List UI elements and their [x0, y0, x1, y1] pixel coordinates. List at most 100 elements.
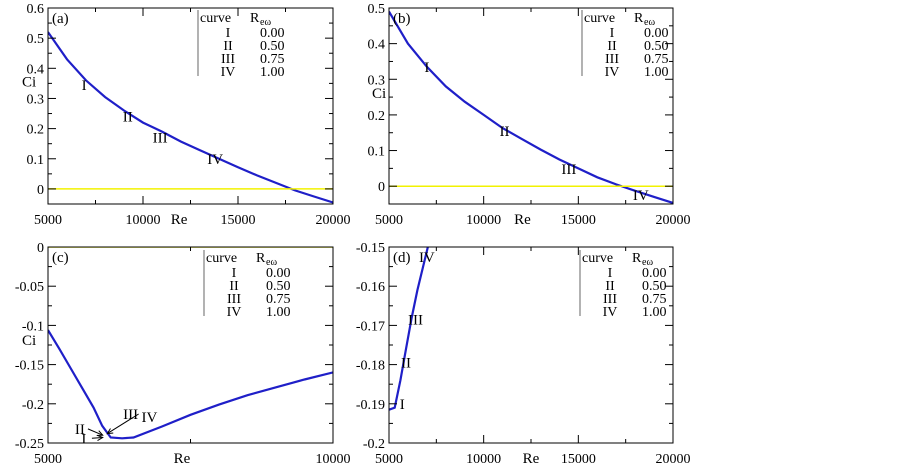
- y-tick-label: -0.2: [22, 398, 44, 413]
- legend-header-curve: curve: [200, 11, 231, 26]
- legend-row-value: 1.00: [642, 305, 667, 320]
- panel-label: (b): [393, 11, 411, 27]
- panel-4: 5000 10000 15000 20000 -0.2 -0.19 -0.18 -0.17 -0…: [356, 241, 691, 467]
- curve-annotation: I: [81, 431, 86, 447]
- series-line: [48, 329, 333, 440]
- y-tick-label: 0.2: [368, 109, 386, 124]
- series-line: [389, 11, 673, 204]
- legend-row-value: 0.00: [644, 26, 669, 41]
- legend-row-value: 0.50: [644, 39, 669, 54]
- plot-frame: [47, 7, 334, 205]
- legend-row-curve: III: [605, 52, 619, 67]
- legend-row-curve: I: [226, 26, 231, 41]
- y-tick-label: 0: [378, 180, 385, 195]
- x-tick-label: 10000: [466, 213, 501, 228]
- y-tick-label: 0.1: [27, 153, 45, 168]
- legend-row-curve: IV: [227, 305, 242, 320]
- y-tick-label: 0: [37, 241, 44, 256]
- curve-annotation: II: [499, 124, 509, 140]
- legend-row-value: 1.00: [266, 305, 291, 320]
- y-tick-label: -0.18: [356, 359, 385, 374]
- legend-row-value: 0.00: [642, 266, 667, 281]
- legend-row-value: 0.50: [260, 39, 285, 54]
- legend-header-param: R: [634, 11, 644, 26]
- curve-annotation: II: [75, 422, 85, 438]
- y-tick-label: 0.5: [368, 2, 386, 17]
- y-tick-label: -0.16: [356, 280, 385, 295]
- y-tick-label: -0.2: [363, 437, 385, 452]
- x-tick-label: 20000: [656, 452, 691, 467]
- panel-2: 5000 10000 15000 20000 0 0.1 0.2 0.3 0.4 0.5 Re Ci (…: [368, 2, 691, 228]
- legend-row-curve: III: [227, 292, 241, 307]
- legend-header-subscript: eω: [644, 17, 655, 28]
- y-tick-label: 0.1: [368, 145, 386, 160]
- legend-header-curve: curve: [584, 11, 615, 26]
- y-tick-label: 0.4: [368, 38, 386, 53]
- x-tick-label: 5000: [375, 213, 403, 228]
- legend-row-curve: III: [603, 292, 617, 307]
- legend-row-value: 0.75: [260, 52, 285, 67]
- curve-annotation: II: [123, 110, 133, 126]
- panel-label: (a): [52, 11, 69, 27]
- x-tick-label: 5000: [34, 213, 62, 228]
- curve-annotation: IV: [207, 152, 223, 168]
- legend-row-curve: I: [232, 266, 237, 281]
- legend-row-curve: I: [610, 26, 615, 41]
- y-tick-label: 0: [37, 183, 44, 198]
- y-tick-label: 0.5: [27, 32, 45, 47]
- x-tick-label: 15000: [221, 213, 256, 228]
- legend-header-curve: curve: [206, 251, 237, 266]
- curve-annotation: III: [153, 131, 168, 147]
- curve-annotation: III: [408, 313, 423, 329]
- y-tick-label: 0.3: [368, 73, 386, 88]
- legend-row-curve: IV: [221, 65, 236, 80]
- series-line: [389, 247, 429, 411]
- y-tick-label: -0.17: [356, 319, 385, 334]
- series-line: [48, 31, 333, 204]
- legend-row-value: 1.00: [644, 65, 669, 80]
- x-tick-label: 10000: [466, 452, 501, 467]
- legend-row-curve: IV: [603, 305, 618, 320]
- legend-header-param: R: [256, 251, 266, 266]
- curve-annotation: I: [424, 60, 429, 76]
- annotation-arrowhead: [106, 428, 114, 435]
- legend-row-value: 0.50: [642, 279, 667, 294]
- x-axis-label: Re: [174, 451, 191, 467]
- legend-row-curve: II: [605, 279, 615, 294]
- annotation-arrowhead: [96, 434, 104, 441]
- y-tick-label: -0.25: [15, 437, 44, 452]
- curve-annotation: II: [401, 356, 411, 372]
- legend-row-value: 0.50: [266, 279, 291, 294]
- legend-row-curve: IV: [605, 65, 620, 80]
- x-axis-label: Re: [523, 451, 540, 467]
- y-tick-label: 0.6: [27, 2, 45, 17]
- x-tick-label: 15000: [561, 452, 596, 467]
- legend-row-curve: I: [608, 266, 613, 281]
- legend-row-curve: III: [221, 52, 235, 67]
- legend-header-subscript: eω: [642, 257, 653, 268]
- legend-header-param: R: [250, 11, 260, 26]
- curve-annotation: I: [82, 78, 87, 94]
- x-tick-label: 5000: [34, 452, 62, 467]
- legend-header-subscript: eω: [266, 257, 277, 268]
- legend-header-param: R: [632, 251, 642, 266]
- legend-header-curve: curve: [582, 251, 613, 266]
- plot-frame: [388, 246, 674, 444]
- curve-annotation: IV: [142, 410, 158, 426]
- y-axis-label: Ci: [372, 86, 386, 102]
- legend-row-value: 0.75: [642, 292, 667, 307]
- legend-header-subscript: eω: [260, 17, 271, 28]
- y-tick-label: 0.3: [27, 92, 45, 107]
- curve-annotation: III: [561, 162, 576, 178]
- annotation-arrowhead: [96, 430, 104, 436]
- curve-annotation: IV: [419, 250, 435, 266]
- x-tick-label: 10000: [316, 452, 351, 467]
- x-axis-label: Re: [171, 212, 188, 228]
- x-tick-label: 15000: [561, 213, 596, 228]
- x-axis-label: Re: [514, 212, 531, 228]
- y-tick-label: 0.2: [27, 123, 45, 138]
